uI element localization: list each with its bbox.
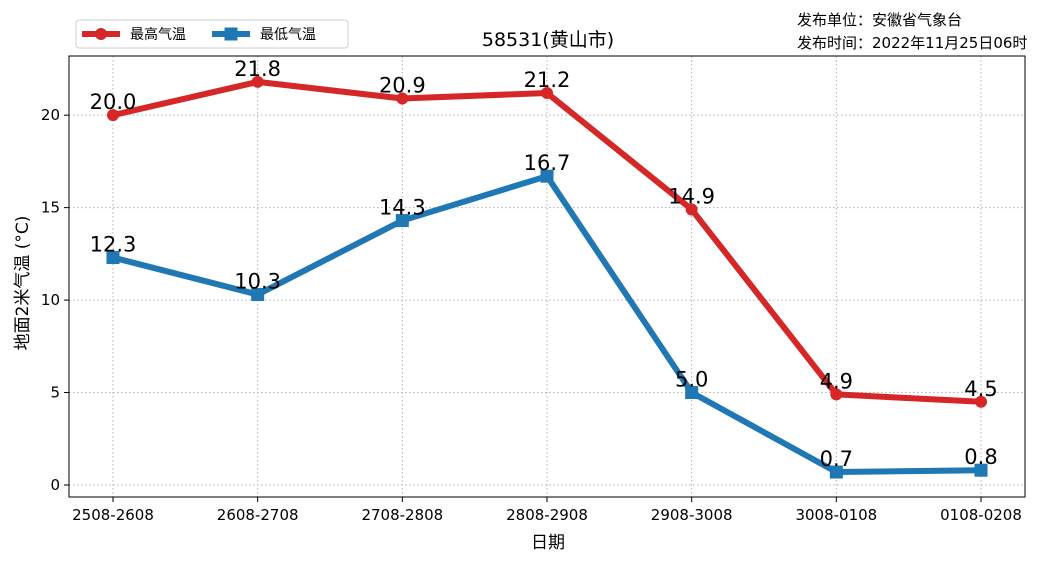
legend-label: 最低气温 [260,27,316,43]
data-label: 14.9 [668,184,715,208]
x-tick-label: 3008-0108 [795,506,877,524]
data-point [685,203,698,216]
x-axis-label: 日期 [531,533,565,553]
data-label: 20.0 [90,90,137,114]
data-label: 16.7 [524,151,571,175]
data-point [251,288,265,302]
x-tick-label: 2708-2808 [361,506,443,524]
data-label: 10.3 [234,270,281,294]
y-tick-label: 5 [50,384,60,402]
y-tick-label: 0 [50,476,60,494]
data-labels-layer: 20.0 21.8 20.9 21.2 14.9 4.9 4.5 12.3 10.3 14.3 16… [90,57,998,471]
data-point [974,463,988,477]
data-point [107,109,119,122]
ticks-layer: 2508-2608 2608-2708 2708-2808 2808-2908 2908… [41,106,1022,524]
data-label: 21.8 [234,57,281,81]
legend-marker [95,28,107,40]
series-layer [106,75,988,479]
x-tick-label: 2908-3008 [651,506,733,524]
publisher-label: 发布单位：安徽省气象台 [797,11,962,29]
data-point [541,86,553,99]
grid-layer [69,56,1025,497]
data-label: 21.2 [524,68,571,92]
chart-title: 58531(黄山市) [482,29,614,51]
data-label: 4.9 [820,369,853,393]
y-tick-label: 10 [41,291,60,309]
data-point [395,214,409,228]
data-point [685,386,699,400]
data-point [829,465,843,479]
y-tick-label: 15 [41,199,60,217]
legend-label: 最高气温 [130,26,186,43]
data-point [830,388,843,401]
data-point [396,92,409,105]
y-axis-label: 地面2米气温 (°C) [13,216,33,351]
data-label: 0.7 [820,447,853,471]
legend: 最高气温 最低气温 [75,19,349,49]
data-label: 0.8 [964,445,997,469]
data-point [251,75,264,88]
data-point [975,395,987,408]
x-tick-label: 0108-0208 [940,506,1022,524]
y-tick-label: 20 [41,106,60,124]
data-label: 14.3 [379,196,426,220]
x-tick-label: 2608-2708 [217,506,299,524]
data-label: 12.3 [90,233,137,257]
data-label: 4.5 [964,377,997,401]
data-point [106,251,120,265]
publish-time-label: 发布时间：2022年11月25日06时 [797,34,1027,52]
x-tick-label: 2808-2908 [506,506,588,524]
data-label: 5.0 [675,368,708,392]
x-tick-label: 2508-2608 [72,506,154,524]
series-line-1 [110,78,984,405]
data-point [540,169,554,183]
legend-marker [224,27,238,41]
data-label: 20.9 [379,74,426,98]
